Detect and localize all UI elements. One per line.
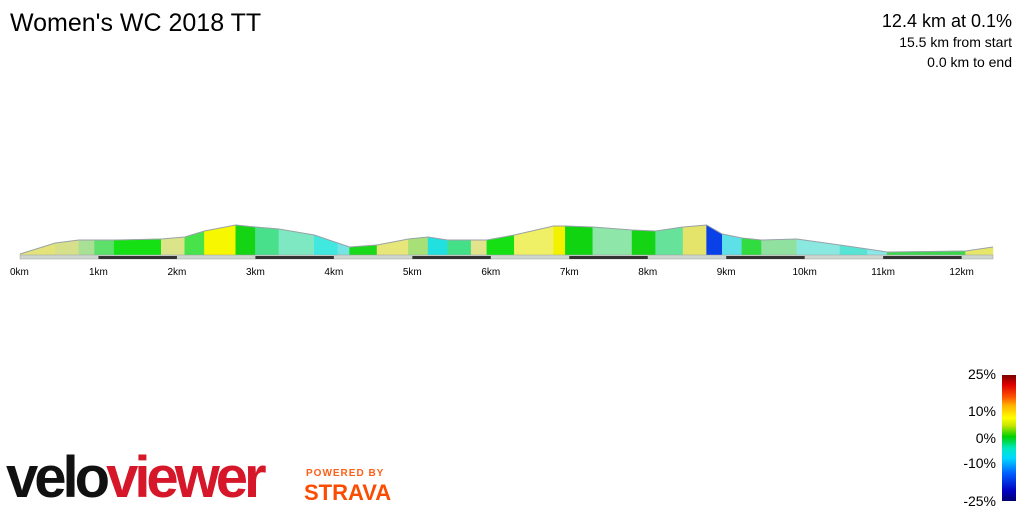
km-bar [19, 254, 994, 260]
profile-segment[interactable] [160, 236, 186, 256]
km-bar-block [726, 256, 805, 259]
km-bar-block [412, 256, 491, 259]
profile-segment[interactable] [235, 224, 256, 256]
profile-segment[interactable] [965, 246, 994, 256]
segment-info: 12.4 km at 0.1% 15.5 km from start 0.0 k… [882, 10, 1012, 72]
profile-segment[interactable] [553, 225, 566, 256]
logo-viewer: viewer [106, 445, 267, 510]
km-tick-label: 12km [949, 267, 973, 278]
km-bar-block [98, 256, 177, 259]
elevation-profile-chart[interactable]: 0km 1km 2km 3km 4km 5km 6km 7km 8km 9km 10km 11km 12… [0, 0, 1024, 300]
profile-segment[interactable] [655, 226, 684, 256]
gradient-color-scale [1002, 375, 1016, 501]
gradient-legend-label: 10% [967, 403, 996, 419]
profile-segment[interactable] [278, 228, 315, 256]
profile-segment[interactable] [631, 229, 656, 256]
km-tick-label: 11km [871, 267, 895, 278]
gradient-legend-label: -25% [963, 493, 996, 509]
profile-segment[interactable] [682, 224, 707, 256]
profile-segment[interactable] [184, 230, 205, 256]
km-tick-label: 0km [10, 267, 29, 278]
profile-segments [19, 224, 994, 256]
km-tick-label: 1km [89, 267, 108, 278]
profile-segment[interactable] [376, 238, 409, 256]
profile-segment[interactable] [408, 236, 429, 256]
km-tick-label: 3km [246, 267, 265, 278]
profile-segment[interactable] [255, 226, 280, 256]
powered-by-label: POWERED BY [306, 468, 385, 479]
km-tick-label: 6km [481, 267, 500, 278]
km-tick-label: 2km [167, 267, 186, 278]
segment-summary: 12.4 km at 0.1% [881, 11, 1012, 31]
gradient-legend-label: 25% [967, 366, 996, 382]
profile-segment[interactable] [470, 239, 488, 256]
profile-segment[interactable] [565, 225, 594, 256]
logo-velo: velo [6, 445, 110, 510]
profile-segment[interactable] [741, 237, 762, 256]
gradient-legend-label: 0% [975, 430, 996, 446]
profile-segment[interactable] [314, 234, 339, 256]
km-tick-label: 4km [324, 267, 343, 278]
distance-from-start: 15.5 km from start [899, 34, 1012, 50]
profile-segment[interactable] [78, 239, 95, 256]
km-bar-track [19, 254, 994, 260]
profile-segment[interactable] [761, 238, 798, 256]
km-bar-block [255, 256, 334, 259]
profile-segment[interactable] [592, 226, 633, 256]
profile-segment[interactable] [113, 238, 162, 256]
profile-line [19, 224, 994, 255]
km-tick-label: 10km [792, 267, 816, 278]
km-bar-block [569, 256, 648, 259]
km-tick-label: 8km [638, 267, 657, 278]
km-tick-label: 9km [717, 267, 736, 278]
gradient-legend-label: -10% [963, 455, 996, 471]
profile-segment[interactable] [94, 239, 115, 256]
km-tick-labels: 0km 1km 2km 3km 4km 5km 6km 7km 8km 9km 10km 11km 12… [10, 267, 974, 278]
profile-segment[interactable] [447, 239, 472, 256]
profile-segment[interactable] [204, 224, 237, 256]
profile-segment[interactable] [796, 238, 841, 256]
km-bar-block [883, 256, 962, 259]
km-tick-label: 5km [403, 267, 422, 278]
km-tick-label: 7km [560, 267, 579, 278]
strava-logo[interactable]: STRAVA [304, 480, 392, 505]
page-title: Women's WC 2018 TT [10, 9, 262, 37]
profile-outline [19, 224, 994, 255]
veloviewer-logo[interactable]: veloviewer [6, 445, 267, 510]
distance-to-end: 0.0 km to end [927, 54, 1012, 70]
